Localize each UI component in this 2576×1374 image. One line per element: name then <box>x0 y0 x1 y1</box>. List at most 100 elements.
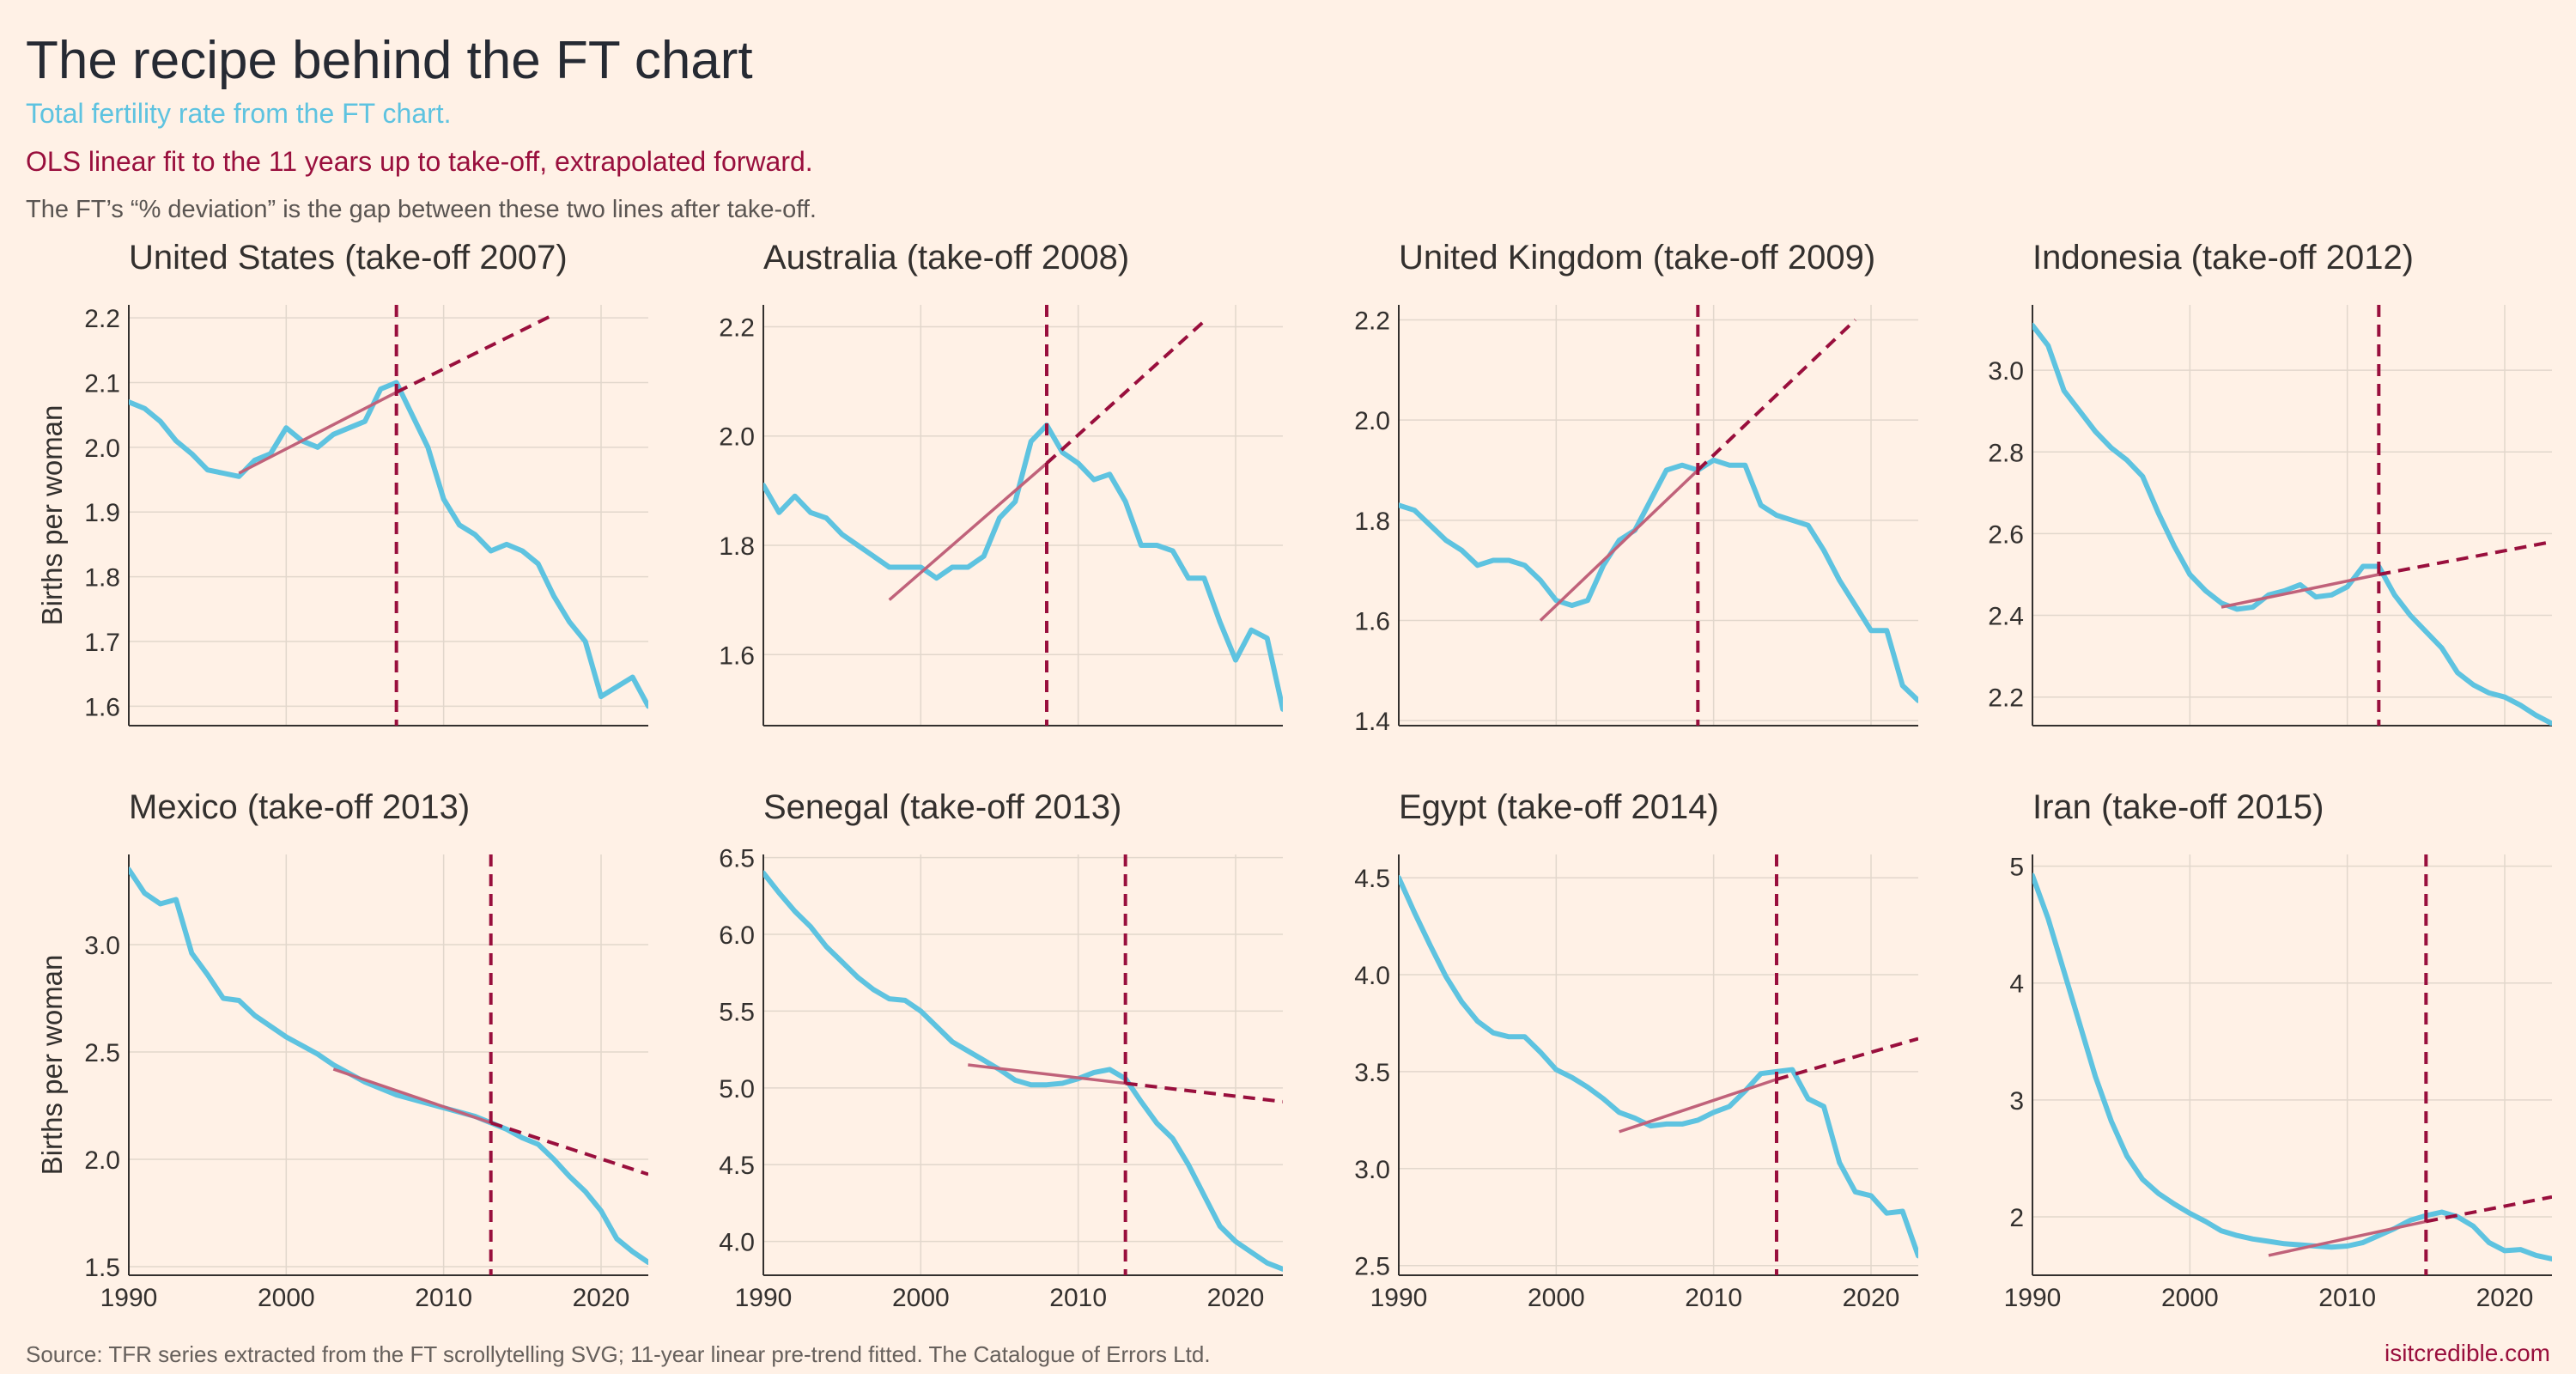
chart-title: United States (take-off 2007) <box>129 239 568 277</box>
chart-panel: Iran (take-off 2015) 2 3 4 5 1990 2000 2010 2020 <box>2004 788 2552 1312</box>
x-tick-label: 2020 <box>1207 1284 1265 1312</box>
y-tick-label: 2.5 <box>84 1039 120 1067</box>
y-tick-label: 2 <box>2009 1204 2024 1232</box>
chart-panel: Australia (take-off 2008) 1.6 1.8 2.0 2.2 <box>719 239 1283 727</box>
y-tick-label: 1.5 <box>84 1254 120 1282</box>
extrapolation-line <box>395 313 555 394</box>
extrapolation-line <box>1045 319 1206 465</box>
y-tick-label: 4.0 <box>1354 962 1390 990</box>
x-tick-label: 1990 <box>735 1284 793 1312</box>
x-tick-label: 2000 <box>892 1284 950 1312</box>
y-tick-label: 6.0 <box>719 921 755 950</box>
plot-area <box>1399 305 1918 726</box>
x-tick-label: 2010 <box>1049 1284 1107 1312</box>
extrapolation-line <box>1776 1037 1918 1081</box>
y-tick-label: 3.0 <box>1988 357 2024 386</box>
pre-trend-fit-line <box>1619 1078 1777 1134</box>
pre-trend-fit-line <box>2268 1219 2427 1257</box>
subtitle-note: The FT’s “% deviation” is the gap betwee… <box>26 196 817 223</box>
y-tick-label: 5 <box>2009 854 2024 882</box>
source-note: Source: TFR series extracted from the FT… <box>26 1341 1211 1367</box>
y-tick-label: 1.8 <box>1354 508 1390 536</box>
x-tick-label: 2000 <box>2161 1284 2219 1312</box>
x-tick-label: 2000 <box>258 1284 315 1312</box>
pre-trend-fit-line <box>968 1063 1126 1085</box>
x-tick-label: 2020 <box>573 1284 630 1312</box>
x-tick-label: 2020 <box>2476 1284 2534 1312</box>
y-tick-label: 2.1 <box>84 369 120 398</box>
y-tick-label: 4 <box>2009 970 2024 999</box>
y-axis-label: Births per woman <box>36 405 68 626</box>
chart-title: Iran (take-off 2015) <box>2032 788 2324 826</box>
chart-title: Indonesia (take-off 2012) <box>2032 239 2414 277</box>
y-tick-label: 2.6 <box>1988 520 2024 549</box>
y-tick-label: 2.0 <box>84 435 120 463</box>
pre-trend-fit-line <box>1539 469 1699 622</box>
tfr-line <box>129 380 648 709</box>
y-tick-label: 1.4 <box>1354 708 1390 736</box>
extrapolation-line <box>490 1121 648 1176</box>
y-tick-label: 3.0 <box>1354 1156 1390 1184</box>
y-tick-label: 3.0 <box>84 932 120 960</box>
y-tick-label: 1.7 <box>84 629 120 657</box>
y-tick-label: 3.5 <box>1354 1059 1390 1087</box>
y-tick-label: 1.8 <box>84 564 120 593</box>
tfr-line <box>1399 875 1918 1259</box>
plot-area <box>2032 305 2552 726</box>
pre-trend-fit-line <box>332 1067 492 1125</box>
y-tick-label: 2.0 <box>1354 407 1390 435</box>
x-tick-label: 2000 <box>1528 1284 1585 1312</box>
y-tick-label: 3 <box>2009 1087 2024 1116</box>
y-tick-label: 4.5 <box>719 1152 755 1180</box>
chart-panel: United Kingdom (take-off 2009) 1.4 1.6 1.8 2… <box>1354 239 1918 736</box>
tfr-line <box>763 423 1283 712</box>
chart-title: Mexico (take-off 2013) <box>129 788 470 826</box>
chart-panel: Indonesia (take-off 2012) 2.2 2.4 2.6 2.8 3.0 <box>1988 239 2552 727</box>
y-tick-label: 1.6 <box>1354 608 1390 636</box>
y-tick-label: 2.8 <box>1988 439 2024 467</box>
y-tick-label: 2.0 <box>719 423 755 452</box>
y-tick-label: 1.6 <box>719 641 755 670</box>
y-tick-label: 6.5 <box>719 845 755 873</box>
chart-title: Egypt (take-off 2014) <box>1399 788 1719 826</box>
extrapolation-line <box>1696 319 1857 471</box>
chart-panel: United States (take-off 2007) 1.6 1.7 1.8 1.… <box>36 239 648 727</box>
x-tick-label: 1990 <box>2004 1284 2062 1312</box>
y-tick-label: 5.5 <box>719 998 755 1026</box>
x-tick-label: 2020 <box>1843 1284 1900 1312</box>
y-tick-label: 2.2 <box>84 305 120 333</box>
plot-area <box>129 854 648 1275</box>
extrapolation-line <box>2425 1195 2552 1224</box>
chart-panel: Senegal (take-off 2013) 4.0 4.5 5.0 5.5 6.0 6.… <box>719 788 1283 1312</box>
y-tick-label: 1.8 <box>719 532 755 561</box>
x-tick-label: 2010 <box>415 1284 472 1312</box>
tfr-line <box>2032 872 2552 1262</box>
y-tick-label: 2.0 <box>84 1146 120 1175</box>
extrapolation-line <box>1125 1081 1283 1103</box>
page-title: The recipe behind the FT chart <box>26 31 753 90</box>
chart-title: United Kingdom (take-off 2009) <box>1399 239 1875 277</box>
x-tick-label: 1990 <box>100 1284 158 1312</box>
tfr-line <box>129 866 648 1265</box>
y-tick-label: 2.4 <box>1988 603 2024 631</box>
y-tick-label: 2.2 <box>719 313 755 342</box>
x-tick-label: 1990 <box>1370 1284 1428 1312</box>
plot-area <box>1399 854 1918 1275</box>
y-tick-label: 5.0 <box>719 1075 755 1103</box>
pre-trend-fit-line <box>888 462 1048 601</box>
subtitle-fit-legend: OLS linear fit to the 11 years up to tak… <box>26 146 813 177</box>
subtitle-tfr-legend: Total fertility rate from the FT chart. <box>26 98 452 129</box>
chart-panel: Mexico (take-off 2013) 1.5 2.0 2.5 3.0 1990 20… <box>36 788 648 1312</box>
chart-title: Australia (take-off 2008) <box>763 239 1129 277</box>
pre-trend-fit-line <box>238 391 398 475</box>
y-tick-label: 2.2 <box>1988 684 2024 713</box>
chart-panel: Egypt (take-off 2014) 2.5 3.0 3.5 4.0 4.5 1990… <box>1354 788 1918 1312</box>
plot-area <box>2032 854 2552 1275</box>
plot-area <box>763 854 1283 1275</box>
y-tick-label: 2.2 <box>1354 307 1390 336</box>
pre-trend-fit-line <box>2221 573 2379 609</box>
y-axis-label: Births per woman <box>36 955 68 1176</box>
brand-link[interactable]: isitcredible.com <box>2385 1340 2550 1366</box>
tfr-line <box>763 870 1283 1272</box>
